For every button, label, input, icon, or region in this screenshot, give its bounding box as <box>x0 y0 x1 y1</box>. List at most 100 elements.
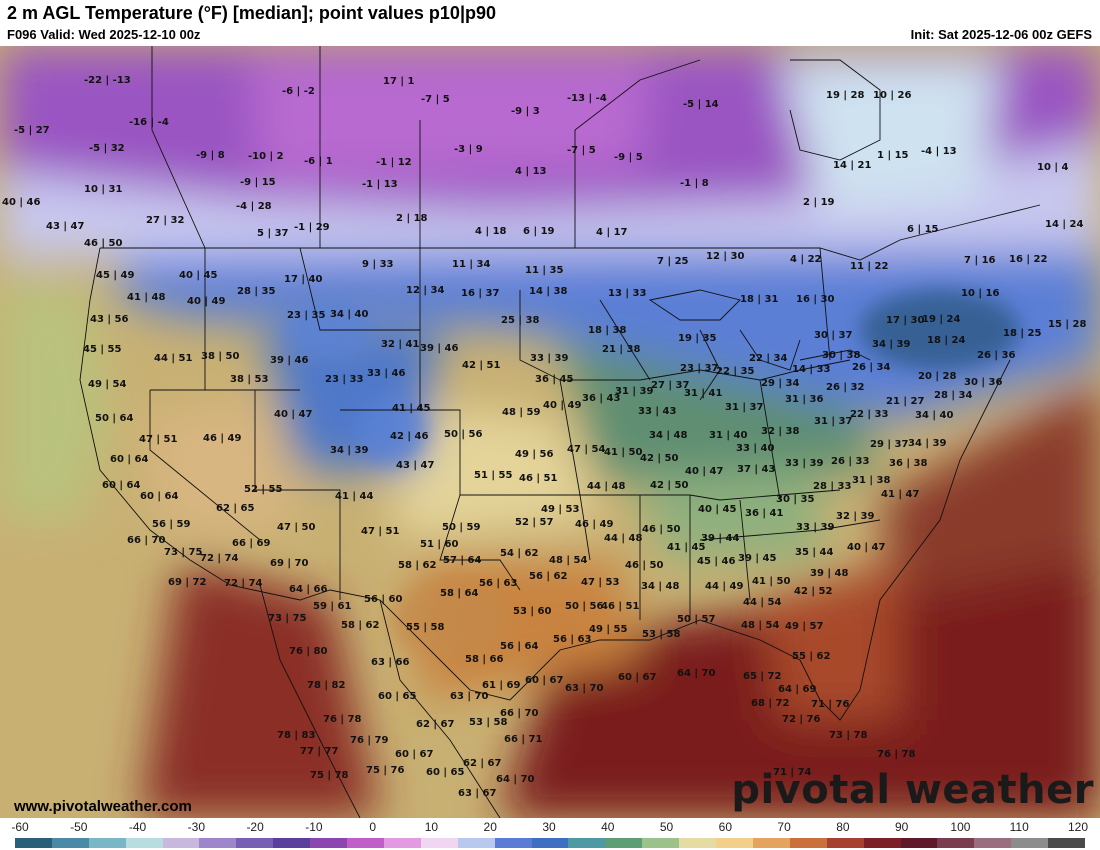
point-value-label: -3 | 9 <box>454 144 483 155</box>
point-value-label: 54 | 62 <box>500 548 539 559</box>
point-value-label: 60 | 65 <box>426 767 465 778</box>
point-value-label: 4 | 18 <box>475 226 507 237</box>
point-value-label: 16 | 30 <box>796 294 835 305</box>
point-value-label: 14 | 24 <box>1045 219 1084 230</box>
point-value-label: 2 | 18 <box>396 213 428 224</box>
point-value-label: 72 | 74 <box>200 553 239 564</box>
point-value-label: 51 | 60 <box>420 539 459 550</box>
point-value-label: 46 | 49 <box>575 519 614 530</box>
point-value-label: 18 | 25 <box>1003 328 1042 339</box>
point-value-label: 60 | 67 <box>618 672 657 683</box>
point-value-label: -6 | -2 <box>282 86 315 97</box>
point-value-label: 9 | 33 <box>362 259 394 270</box>
point-value-label: 62 | 65 <box>216 503 255 514</box>
point-value-label: 15 | 28 <box>1048 319 1087 330</box>
color-scale-tick: -50 <box>70 820 88 834</box>
point-value-label: 64 | 70 <box>677 668 716 679</box>
point-value-label: 48 | 59 <box>502 407 541 418</box>
point-value-label: 47 | 51 <box>361 526 400 537</box>
point-value-label: 60 | 64 <box>140 491 179 502</box>
point-value-label: 31 | 38 <box>852 475 891 486</box>
point-value-label: 30 | 36 <box>964 377 1003 388</box>
point-value-label: 36 | 41 <box>745 508 784 519</box>
point-value-label: 44 | 49 <box>705 581 744 592</box>
color-scale-segment <box>273 838 311 848</box>
color-scale-tick: -60 <box>11 820 29 834</box>
point-value-label: 60 | 64 <box>110 454 149 465</box>
point-value-label: -9 | 15 <box>240 177 276 188</box>
point-value-label: 42 | 50 <box>650 480 689 491</box>
color-scale-segment <box>605 838 643 848</box>
color-scale-tick: 20 <box>483 820 497 834</box>
point-value-label: 34 | 40 <box>915 410 954 421</box>
point-value-label: -1 | 8 <box>680 178 709 189</box>
point-value-label: 49 | 55 <box>589 624 628 635</box>
point-value-label: 27 | 37 <box>651 380 690 391</box>
point-value-label: 34 | 39 <box>908 438 947 449</box>
point-value-label: 46 | 51 <box>601 601 640 612</box>
point-value-label: 22 | 35 <box>716 366 755 377</box>
point-value-label: 38 | 53 <box>230 374 269 385</box>
point-value-label: 33 | 40 <box>736 443 775 454</box>
color-scale-segment <box>974 838 1012 848</box>
point-value-label: 23 | 37 <box>680 363 719 374</box>
color-scale-segment <box>716 838 754 848</box>
point-value-label: 6 | 19 <box>523 226 555 237</box>
point-value-label: 34 | 48 <box>641 581 680 592</box>
point-value-label: 37 | 43 <box>737 464 776 475</box>
color-scale-segment <box>642 838 680 848</box>
point-value-label: 45 | 46 <box>697 556 736 567</box>
point-value-label: 40 | 47 <box>274 409 313 420</box>
point-value-label: 33 | 39 <box>796 522 835 533</box>
point-value-label: 28 | 34 <box>934 390 973 401</box>
color-scale-strip <box>15 838 1086 848</box>
point-value-label: -5 | 27 <box>14 125 50 136</box>
color-scale-segment <box>937 838 975 848</box>
point-value-label: 41 | 45 <box>667 542 706 553</box>
color-scale-segment <box>88 838 127 848</box>
point-value-label: 55 | 58 <box>406 622 445 633</box>
point-value-label: 50 | 57 <box>677 614 716 625</box>
point-value-label: 56 | 63 <box>479 578 518 589</box>
point-value-label: -16 | -4 <box>129 117 169 128</box>
point-value-label: 68 | 72 <box>751 698 790 709</box>
point-value-label: 10 | 26 <box>873 90 912 101</box>
point-value-label: 50 | 64 <box>95 413 134 424</box>
point-value-label: 47 | 51 <box>139 434 178 445</box>
point-value-label: 64 | 70 <box>496 774 535 785</box>
point-value-label: 44 | 54 <box>743 597 782 608</box>
color-scale-segment <box>789 838 828 848</box>
point-value-label: 40 | 49 <box>543 400 582 411</box>
point-value-label: 20 | 28 <box>918 371 957 382</box>
point-value-label: 42 | 52 <box>794 586 833 597</box>
point-value-label: 62 | 67 <box>463 758 502 769</box>
point-value-label: 43 | 56 <box>90 314 129 325</box>
point-value-label: -7 | 5 <box>567 145 596 156</box>
point-value-label: -1 | 12 <box>376 157 412 168</box>
point-value-label: 6 | 15 <box>907 224 939 235</box>
point-value-label: 66 | 71 <box>504 734 543 745</box>
color-scale-tick: -20 <box>246 820 264 834</box>
point-value-label: 23 | 33 <box>325 374 364 385</box>
point-value-label: 38 | 50 <box>201 351 240 362</box>
point-value-label: 41 | 50 <box>604 447 643 458</box>
color-scale-segment <box>863 838 901 848</box>
temperature-map: -22 | -13 17 | 1 -6 | -2 -7 | 5 -13 | -4 -5 |… <box>0 46 1100 818</box>
point-value-label: 40 | 47 <box>685 466 724 477</box>
color-scale-segment <box>1048 838 1086 848</box>
point-value-label: 22 | 34 <box>749 353 788 364</box>
point-value-label: 36 | 43 <box>582 393 621 404</box>
point-value-label: 36 | 45 <box>535 374 574 385</box>
point-value-label: 10 | 16 <box>961 288 1000 299</box>
point-value-label: 50 | 56 <box>444 429 483 440</box>
point-value-label: 41 | 50 <box>752 576 791 587</box>
point-value-label: 33 | 39 <box>785 458 824 469</box>
color-scale-segment <box>383 838 422 848</box>
point-value-label: -10 | 2 <box>248 151 284 162</box>
point-value-label: 19 | 24 <box>922 314 961 325</box>
point-value-label: 58 | 62 <box>398 560 437 571</box>
point-value-label: 31 | 41 <box>684 388 723 399</box>
point-value-label: 26 | 36 <box>977 350 1016 361</box>
point-value-label: 34 | 40 <box>330 309 369 320</box>
point-value-label: 63 | 66 <box>371 657 410 668</box>
